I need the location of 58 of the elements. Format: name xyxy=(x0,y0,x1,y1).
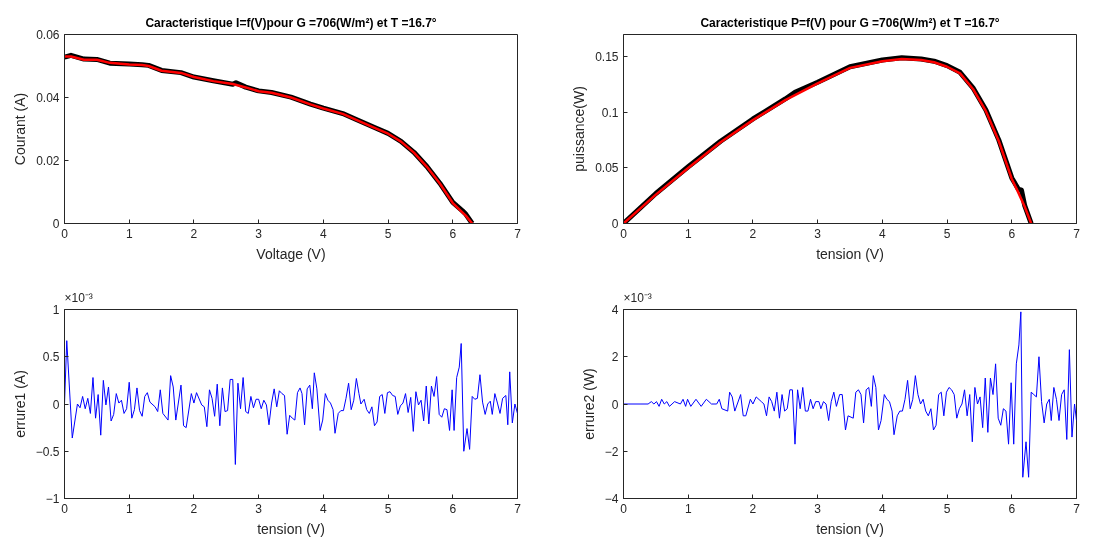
y-tick-label: 0.04 xyxy=(36,91,60,105)
x-tick-label: 7 xyxy=(1073,501,1081,516)
y-axis-title: puissance(W) xyxy=(571,86,588,172)
y-tick-label: 2 xyxy=(611,350,619,365)
x-tick-label: 2 xyxy=(190,501,198,516)
x-tick-label: 5 xyxy=(943,226,951,241)
x-tick-label: 5 xyxy=(384,501,392,516)
y-tick-label: −1 xyxy=(45,492,60,506)
x-tick-label: 3 xyxy=(255,226,263,241)
x-tick-label: 3 xyxy=(255,501,263,516)
x-tick-label: 4 xyxy=(320,501,328,516)
y-tick-label: 0 xyxy=(52,217,60,231)
x-tick-label: 6 xyxy=(449,226,457,241)
y-tick-label: −2 xyxy=(604,444,619,459)
x-tick-label: 4 xyxy=(879,501,887,516)
x-tick-label: 3 xyxy=(814,501,822,516)
chart-title: Caracteristique P=f(V) pour G =706(W/m²) et T =16.7° xyxy=(700,15,1000,30)
x-tick-label: 7 xyxy=(514,226,522,241)
x-tick-label: 2 xyxy=(749,501,757,516)
y-tick-label: 0.5 xyxy=(42,350,60,365)
x-tick-label: 1 xyxy=(684,501,692,516)
x-tick-label: 7 xyxy=(1073,226,1081,241)
y-tick-label: 0 xyxy=(611,217,619,231)
y-tick-label: 4 xyxy=(611,303,619,317)
x-tick-label: 4 xyxy=(879,226,887,241)
text: ×10⁻³ xyxy=(64,290,93,305)
y-tick-label: −4 xyxy=(604,492,619,506)
x-tick-label: 5 xyxy=(943,501,951,516)
x-tick-label: 3 xyxy=(814,226,822,241)
x-tick-label: 6 xyxy=(449,501,457,516)
x-tick-label: 1 xyxy=(684,226,692,241)
y-tick-label: 0.15 xyxy=(595,50,619,65)
x-axis-title: tension (V) xyxy=(816,520,884,537)
y-tick-label: 0.06 xyxy=(36,28,60,42)
text: ×10⁻³ xyxy=(623,290,652,305)
x-tick-label: 6 xyxy=(1008,226,1016,241)
x-axis-title: tension (V) xyxy=(816,245,884,262)
y-tick-label: 1 xyxy=(52,303,60,317)
y-axis-title: Courant (A) xyxy=(12,92,29,166)
x-tick-label: 6 xyxy=(1008,501,1016,516)
x-tick-label: 7 xyxy=(514,501,522,516)
y-axis-title: errure2 (W) xyxy=(580,368,597,440)
y-tick-label: 0.02 xyxy=(36,154,60,168)
x-tick-label: 4 xyxy=(320,226,328,241)
x-tick-label: 2 xyxy=(190,226,198,241)
chart-title: Caracteristique I=f(V)pour G =706(W/m²) et T =16.7° xyxy=(145,15,437,30)
y-tick-label: 0 xyxy=(611,397,619,412)
x-tick-label: 2 xyxy=(749,226,757,241)
y-tick-label: 0.05 xyxy=(595,161,619,176)
x-tick-label: 5 xyxy=(384,226,392,241)
x-tick-label: 1 xyxy=(125,501,133,516)
y-axis-title: errure1 (A) xyxy=(11,370,28,438)
y-tick-label: 0 xyxy=(52,397,60,412)
x-tick-label: 1 xyxy=(125,226,133,241)
y-tick-label: 0.1 xyxy=(601,105,619,120)
x-axis-title: Voltage (V) xyxy=(256,245,326,262)
y-tick-label: −0.5 xyxy=(35,444,60,459)
x-axis-title: tension (V) xyxy=(257,520,325,537)
